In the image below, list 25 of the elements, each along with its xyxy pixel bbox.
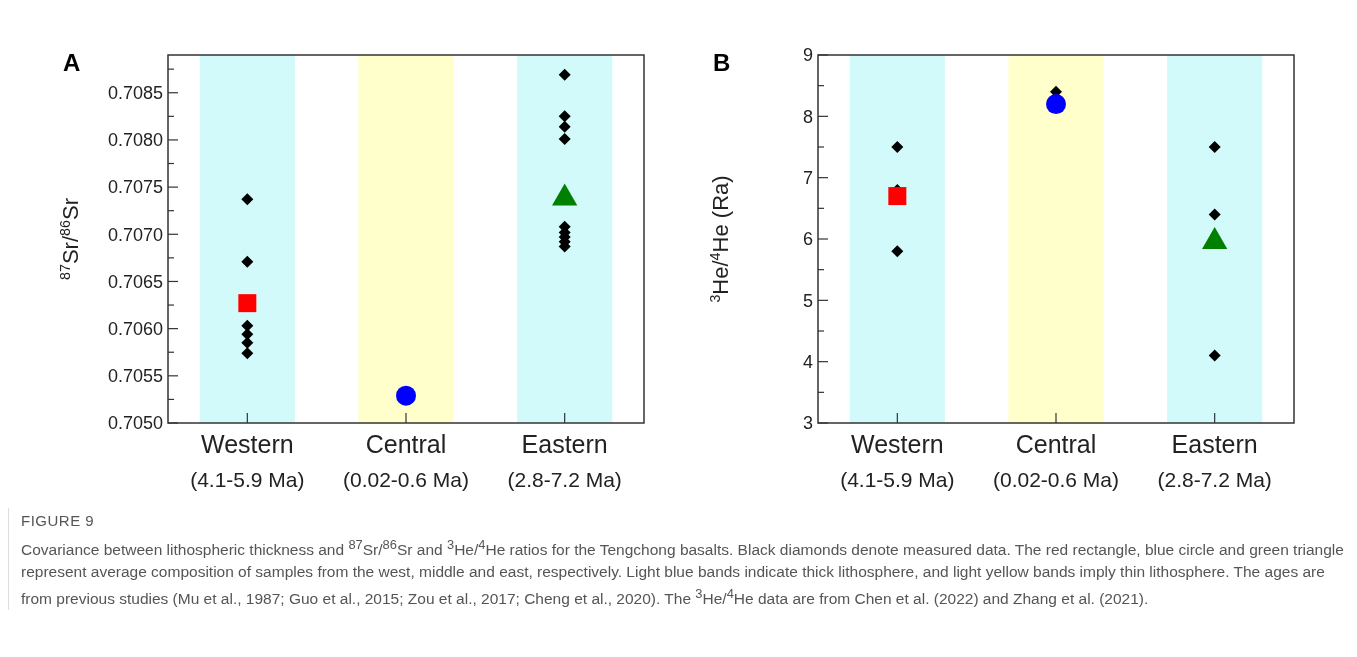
y-tick-label: 0.7070 [107, 224, 163, 245]
y-tick-label: 0.7050 [107, 413, 163, 434]
x-tick-label: Central (0.02-0.6 Ma) [992, 430, 1120, 491]
y-tick-label: 0.7055 [107, 366, 163, 387]
y-tick-label: 5 [802, 290, 813, 311]
x-tick-label: Central (0.02-0.6 Ma) [342, 430, 470, 491]
x-tick-label: Eastern (2.8-7.2 Ma) [507, 430, 622, 491]
y-tick-label: 4 [802, 351, 813, 372]
y-tick-label: 6 [802, 229, 813, 250]
x-tick-label: Western (4.1-5.9 Ma) [190, 430, 305, 491]
y-tick-label: 0.7060 [107, 318, 163, 339]
chart-title: A [63, 49, 81, 76]
y-tick-label: 0.7065 [107, 271, 163, 292]
chart-title: B [713, 49, 731, 76]
y-tick-label: 0.7085 [107, 83, 163, 104]
text: Covariance between lithospheric thickness and $^{87}$Sr/$^{86}$Sr and $^{3}$He/$^{4}$He ratios for the Tengchong basalts. Black diamonds denote measured data. The red rectangle, blue circle and green triangle represent average composition of samples from the west, middle and east, respectively. Light blue bands indicate thick lithosphere, and light yellow bands imply thin lithosphere. The ages are from previous studies (Mu et al., 1987; Guo et al., 2015; Zou et al., 2017; Cheng et al., 2020). The $^{3}$He/$^{4}$He data are from Chen et al. (2022) and Zhang et al. (2021). [21, 537, 1344, 608]
x-tick-label: Western (4.1-5.9 Ma) [840, 430, 955, 491]
y-tick-label: 3 [802, 413, 813, 434]
y-tick-label: 0.7075 [107, 177, 163, 198]
x-tick-label: Eastern (2.8-7.2 Ma) [1157, 430, 1272, 491]
y-tick-label: 9 [802, 45, 813, 66]
caption: FIGURE 9 [21, 511, 96, 531]
y-tick-label: 8 [802, 106, 813, 127]
y-tick-label: 7 [802, 167, 813, 188]
y-tick-label: 0.7080 [107, 130, 163, 151]
